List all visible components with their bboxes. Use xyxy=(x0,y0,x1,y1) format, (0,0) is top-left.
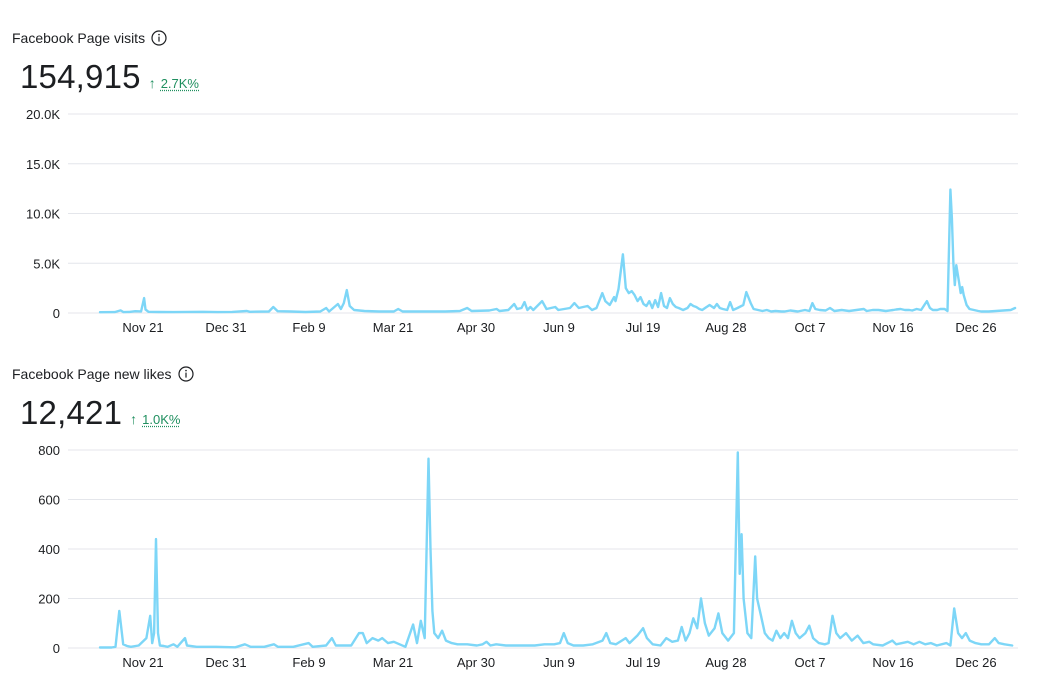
y-tick-label: 0 xyxy=(53,306,60,321)
x-tick-label: Mar 21 xyxy=(373,655,413,670)
visits-panel: Facebook Page visits 154,915 ↑ 2.7K% 0 5.… xyxy=(0,0,1042,340)
x-tick-label: Feb 9 xyxy=(292,655,325,670)
visits-title-row: Facebook Page visits xyxy=(12,30,167,46)
x-tick-label: Nov 16 xyxy=(872,655,913,670)
y-tick-label: 0 xyxy=(53,641,60,656)
y-tick-label: 800 xyxy=(38,443,60,458)
x-tick-label: Dec 26 xyxy=(955,655,996,670)
x-tick-label: Oct 7 xyxy=(794,655,825,670)
visits-total: 154,915 xyxy=(20,58,141,95)
x-tick-label: Apr 30 xyxy=(457,320,495,335)
visits-stat-row: 154,915 ↑ 2.7K% xyxy=(20,58,199,96)
x-tick-label: Apr 30 xyxy=(457,655,495,670)
y-tick-label: 200 xyxy=(38,592,60,607)
x-tick-label: Mar 21 xyxy=(373,320,413,335)
y-tick-label: 600 xyxy=(38,493,60,508)
x-tick-label: Nov 16 xyxy=(872,320,913,335)
likes-title-row: Facebook Page new likes xyxy=(12,366,194,382)
x-tick-label: Dec 26 xyxy=(955,320,996,335)
x-tick-label: Jun 9 xyxy=(543,655,575,670)
x-tick-label: Aug 28 xyxy=(705,655,746,670)
x-tick-label: Aug 28 xyxy=(705,320,746,335)
likes-stat-row: 12,421 ↑ 1.0K% xyxy=(20,394,180,432)
info-icon[interactable] xyxy=(151,30,167,46)
y-tick-label: 10.0K xyxy=(26,207,60,222)
y-tick-label: 20.0K xyxy=(26,107,60,122)
likes-chart: 0 200 400 600 800 Nov 21 Dec 31 Feb 9 Mar 21 Apr … xyxy=(38,443,1018,670)
x-tick-label: Dec 31 xyxy=(205,320,246,335)
x-tick-label: Nov 21 xyxy=(122,320,163,335)
visits-delta-value[interactable]: 2.7K% xyxy=(160,76,199,91)
y-tick-label: 400 xyxy=(38,542,60,557)
likes-delta: ↑ 1.0K% xyxy=(130,411,180,427)
y-tick-label: 15.0K xyxy=(26,157,60,172)
series-line xyxy=(98,188,1017,314)
likes-panel: Facebook Page new likes 12,421 ↑ 1.0K% 0… xyxy=(0,336,1042,694)
series-line xyxy=(98,451,1014,649)
arrow-up-icon: ↑ xyxy=(130,411,138,427)
visits-title: Facebook Page visits xyxy=(12,30,146,46)
x-tick-label: Jul 19 xyxy=(626,320,661,335)
x-tick-label: Nov 21 xyxy=(122,655,163,670)
likes-delta-value[interactable]: 1.0K% xyxy=(142,412,181,427)
arrow-up-icon: ↑ xyxy=(148,75,156,91)
likes-total: 12,421 xyxy=(20,394,123,431)
likes-title: Facebook Page new likes xyxy=(12,366,172,382)
x-tick-label: Oct 7 xyxy=(794,320,825,335)
info-icon[interactable] xyxy=(177,366,194,382)
x-tick-label: Feb 9 xyxy=(292,320,325,335)
visits-chart: 0 5.0K 10.0K 15.0K 20.0K Nov 21 Dec 31 Feb 9 Mar… xyxy=(26,107,1018,335)
x-tick-label: Jul 19 xyxy=(626,655,661,670)
x-tick-label: Jun 9 xyxy=(543,320,575,335)
y-tick-label: 5.0K xyxy=(33,256,60,271)
visits-delta: ↑ 2.7K% xyxy=(149,75,199,91)
x-tick-label: Dec 31 xyxy=(205,655,246,670)
